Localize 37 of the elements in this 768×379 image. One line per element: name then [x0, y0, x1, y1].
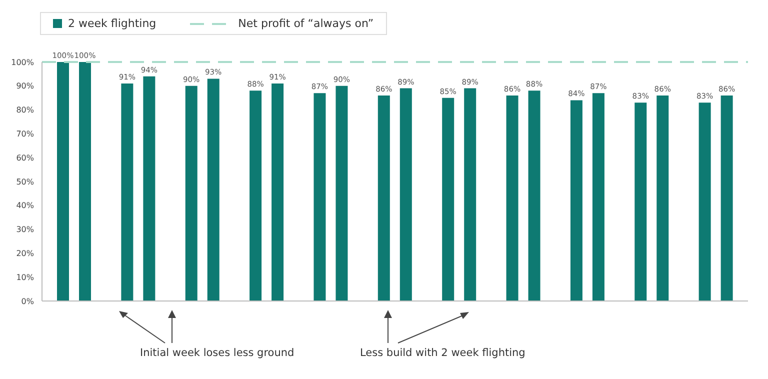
- y-tick-label: 30%: [16, 225, 34, 234]
- bar: [207, 78, 220, 301]
- y-tick-label: 100%: [11, 58, 34, 67]
- text: Initial week loses less ground: [140, 347, 294, 359]
- bar: [570, 100, 582, 301]
- bar: [314, 93, 326, 301]
- y-tick-label: 40%: [16, 201, 34, 210]
- bar: [57, 62, 69, 301]
- bar: [143, 76, 156, 301]
- bar: [720, 95, 733, 301]
- bar: [592, 93, 604, 301]
- y-tick-label: 60%: [16, 153, 34, 162]
- bar: [528, 90, 540, 301]
- bar: [336, 86, 348, 301]
- y-tick-label: 20%: [16, 249, 34, 258]
- text: Less build with 2 week flighting: [360, 347, 526, 359]
- y-tick-label: 0%: [21, 296, 34, 306]
- bar: [79, 62, 91, 301]
- y-tick-label: 50%: [16, 177, 34, 186]
- legend-label: Net profit of “always on”: [238, 17, 374, 30]
- bar: [442, 98, 454, 301]
- legend-label: 2 week flighting: [68, 17, 156, 30]
- bar: [185, 86, 198, 301]
- bar: [634, 102, 647, 301]
- y-tick-label: 10%: [16, 272, 34, 282]
- bar: [656, 95, 669, 301]
- bar: [698, 102, 711, 301]
- bar: [378, 95, 390, 301]
- y-tick-label: 80%: [16, 106, 34, 115]
- bar: [250, 90, 262, 301]
- bar: [121, 84, 134, 301]
- bar: [464, 88, 476, 301]
- y-tick-label: 90%: [16, 82, 34, 91]
- bar: [400, 88, 412, 301]
- bar: [272, 84, 284, 301]
- y-tick-label: 70%: [16, 130, 34, 139]
- bar: [506, 95, 518, 301]
